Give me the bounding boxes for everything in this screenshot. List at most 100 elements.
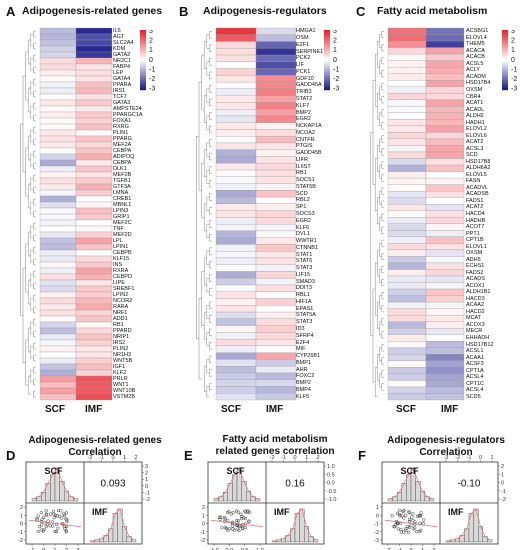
panel-c-col-imf: IMF: [441, 404, 459, 415]
color-scale-step: [502, 70, 508, 72]
color-scale-tick: 0: [511, 57, 515, 64]
scatter-point: [395, 511, 400, 515]
color-scale-step: [502, 48, 508, 50]
scatter-point: [64, 511, 69, 515]
right-tick-label: 1: [501, 472, 504, 478]
gene-label: FADS2: [466, 269, 484, 276]
color-scale-step: [140, 75, 146, 77]
scatter-point: [65, 519, 69, 524]
gene-label: ACAA2: [466, 302, 485, 309]
density-curve-imf: [274, 508, 316, 542]
gene-label: ACADM: [466, 73, 486, 80]
gene-label: ACOX3: [466, 321, 485, 328]
color-scale-step: [140, 43, 146, 45]
gene-label: LPIN2: [113, 292, 129, 298]
panel-f-title-line1: Adipogenesis-regulators: [387, 435, 505, 446]
pairs-var2-label: IMF: [92, 507, 108, 517]
color-scale-step: [324, 76, 330, 78]
gene-label: RBL2: [296, 197, 310, 204]
color-scale-tick: -2: [149, 76, 155, 83]
gene-label: STAT3: [296, 319, 313, 326]
gene-label: ALDH6A2: [466, 165, 491, 172]
color-scale-step: [140, 87, 146, 89]
pairs-var1-label: SCF: [401, 466, 420, 476]
color-scale-step: [324, 67, 330, 69]
color-scale-step: [324, 48, 330, 50]
color-scale-step: [140, 86, 146, 88]
histogram-bar-imf: [487, 539, 493, 543]
scatter-point: [56, 508, 61, 513]
right-tick-label: -0.5: [327, 489, 336, 495]
scatter-point: [246, 510, 250, 514]
color-scale-step: [502, 32, 508, 34]
right-tick-label: -1: [145, 490, 150, 496]
color-scale-step: [324, 53, 330, 55]
gene-label: ADD1: [113, 316, 128, 322]
color-scale-step: [502, 58, 508, 60]
scatter-point: [48, 524, 52, 528]
heatmap-cell-imf: [425, 393, 465, 401]
density-curve-scf: [216, 467, 258, 500]
gene-label: PPARA: [113, 82, 132, 88]
gene-label: RB1: [113, 322, 124, 328]
gene-label: ECHS1: [466, 263, 485, 270]
color-scale-step: [502, 38, 508, 40]
scatter-point: [63, 527, 67, 531]
gene-label: CYP26B1: [296, 353, 321, 360]
gene-label: AMPSTE24: [113, 106, 142, 112]
scatter-point: [393, 523, 398, 527]
right-tick-label: 2: [145, 471, 148, 477]
color-scale-step: [140, 42, 146, 44]
gene-label: NCOA2: [296, 129, 315, 136]
scatter-point: [44, 512, 49, 516]
bottom-tick-label: -1.0: [209, 548, 218, 550]
scatter-point: [398, 508, 402, 512]
color-scale-tick: -1: [149, 66, 155, 73]
color-scale-step: [324, 54, 330, 56]
bottom-tick-label: 0: [42, 548, 45, 550]
gene-label: ACACB: [466, 54, 485, 61]
panel-b-title: Adipogenesis-regulators: [203, 5, 327, 17]
color-scale-step: [140, 67, 146, 69]
heatmap-a-svg: [20, 27, 113, 401]
color-scale-step: [324, 37, 330, 39]
gene-label: GATA2: [113, 52, 131, 58]
color-scale-step: [324, 34, 330, 36]
color-scale-step: [324, 61, 330, 63]
top-tick-label: 0: [293, 455, 296, 461]
histogram-bar-scf: [429, 498, 435, 502]
gene-label: ALDH2: [466, 113, 484, 120]
gene-label: BMP2: [296, 380, 311, 387]
gene-label: NR1H3: [113, 352, 132, 358]
gene-label: GATA4: [113, 76, 131, 82]
color-scale-step: [502, 59, 508, 61]
dendrogram-branch: [370, 132, 373, 336]
heatmap-cell-imf: [75, 393, 113, 401]
color-scale-step: [502, 31, 508, 33]
gene-label: TRIB3: [296, 89, 312, 96]
gene-label: ACAT1: [466, 100, 484, 107]
scatter-point: [36, 529, 40, 534]
gene-label: HADH1: [466, 119, 485, 126]
color-scale-tick: 1: [149, 47, 153, 54]
color-scale-bar: 3 2 1 0 -1 -2 -3: [502, 28, 517, 93]
color-scale-step: [324, 45, 330, 47]
color-scale-step: [140, 76, 146, 78]
gene-label: STAT6: [296, 258, 313, 265]
color-scale-step: [324, 39, 330, 41]
color-scale-step: [324, 72, 330, 74]
gene-label: FOXA1: [113, 118, 132, 124]
gene-label: LIF15: [296, 271, 311, 278]
gene-label: ACOX1: [466, 282, 485, 289]
scatter-point: [57, 514, 62, 519]
panel-c-label: C: [356, 4, 366, 19]
gene-label: MBNL1: [113, 202, 132, 208]
bottom-tick-label: 2: [65, 548, 68, 550]
dendrogram-branch: [33, 390, 36, 398]
scatter-point: [414, 530, 419, 534]
scatter-point: [220, 526, 224, 530]
color-scale-step: [324, 35, 330, 37]
density-curve-scf: [390, 467, 432, 500]
gene-label: KDM: [113, 46, 126, 52]
